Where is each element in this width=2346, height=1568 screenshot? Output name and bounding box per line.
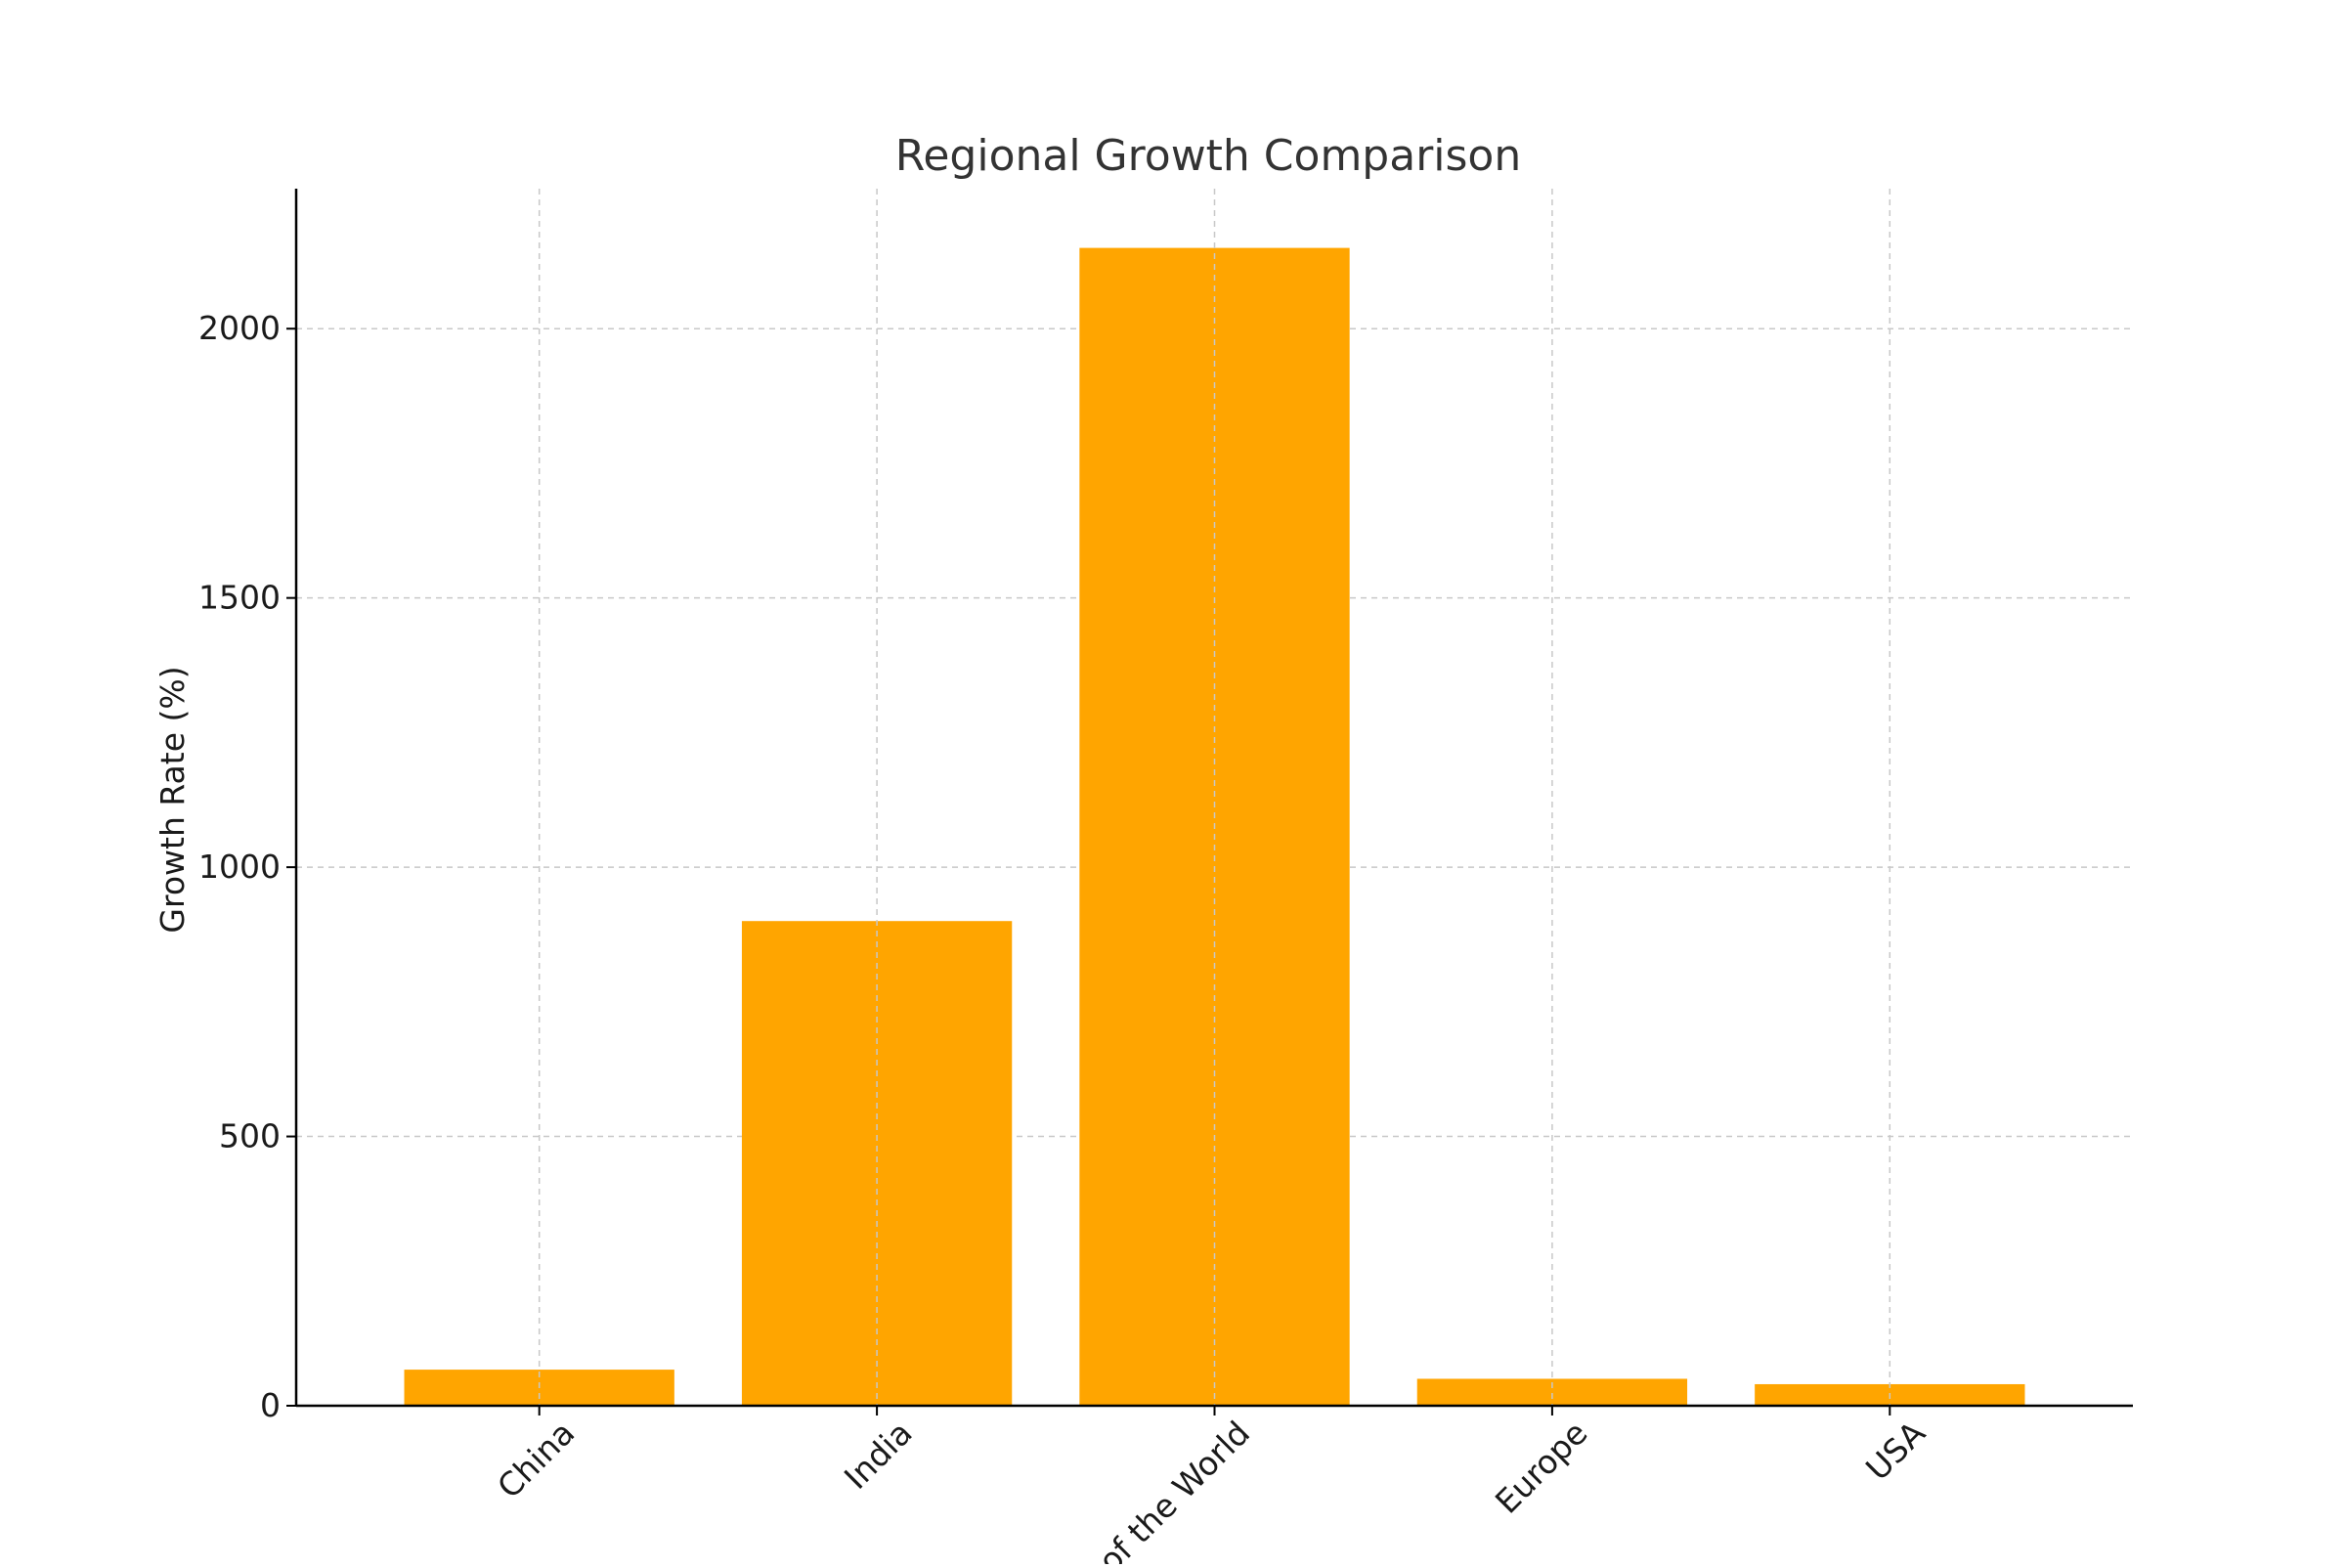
y-tick-label: 2000 [198, 309, 281, 347]
x-tick-label: USA [1858, 1414, 1933, 1488]
x-tick-label: India [837, 1414, 920, 1497]
y-axis-label: Growth Rate (%) [153, 666, 192, 933]
y-tick-label: 500 [219, 1117, 281, 1155]
y-tick-label: 0 [260, 1386, 281, 1424]
x-ticks-layer: China India Rest of the World Europe USA [490, 1406, 1933, 1568]
chart-title: Regional Growth Comparison [895, 131, 1522, 181]
bar-india [741, 921, 1013, 1406]
y-tick-label: 1500 [198, 579, 281, 617]
x-tick-label: Rest of the World [1034, 1414, 1257, 1564]
y-tick-label: 1000 [198, 848, 281, 886]
y-ticks-layer: 0 500 1000 1500 2000 [198, 309, 296, 1424]
x-tick-label: Europe [1488, 1414, 1595, 1521]
vertical-grid-layer [538, 189, 1891, 1406]
x-tick-label: China [490, 1414, 582, 1505]
